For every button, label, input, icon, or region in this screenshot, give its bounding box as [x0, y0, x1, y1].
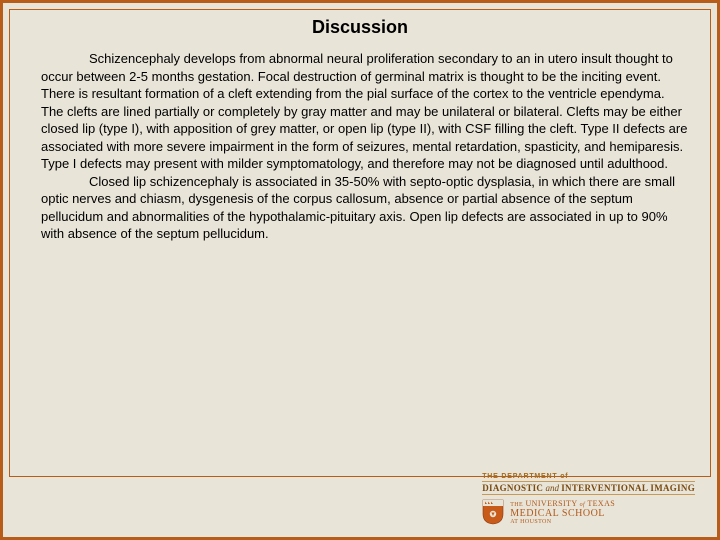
university-row: THE UNIVERSITY of TEXAS MEDICAL SCHOOL A…	[482, 499, 615, 525]
dept-prefix: THE DEPARTMENT of	[482, 473, 568, 480]
inner-border	[9, 9, 711, 477]
dept-word-2: INTERVENTIONAL	[561, 483, 648, 493]
dept-and: and	[545, 483, 559, 493]
slide-container: Discussion Schizencephaly develops from …	[0, 0, 720, 540]
dept-name: DIAGNOSTIC and INTERVENTIONAL IMAGING	[482, 481, 695, 495]
shield-icon	[482, 499, 504, 525]
department-logo: THE DEPARTMENT of DIAGNOSTIC and INTERVE…	[482, 473, 695, 525]
logo-area: THE DEPARTMENT of DIAGNOSTIC and INTERVE…	[482, 473, 695, 525]
university-text: THE UNIVERSITY of TEXAS MEDICAL SCHOOL A…	[510, 499, 615, 525]
dept-word-3: IMAGING	[650, 483, 695, 493]
ut-line-1: THE UNIVERSITY of TEXAS	[510, 499, 615, 508]
ut-line-2: MEDICAL SCHOOL	[510, 508, 615, 519]
ut-line-3: AT HOUSTON	[510, 519, 615, 525]
dept-word-1: DIAGNOSTIC	[482, 483, 543, 493]
